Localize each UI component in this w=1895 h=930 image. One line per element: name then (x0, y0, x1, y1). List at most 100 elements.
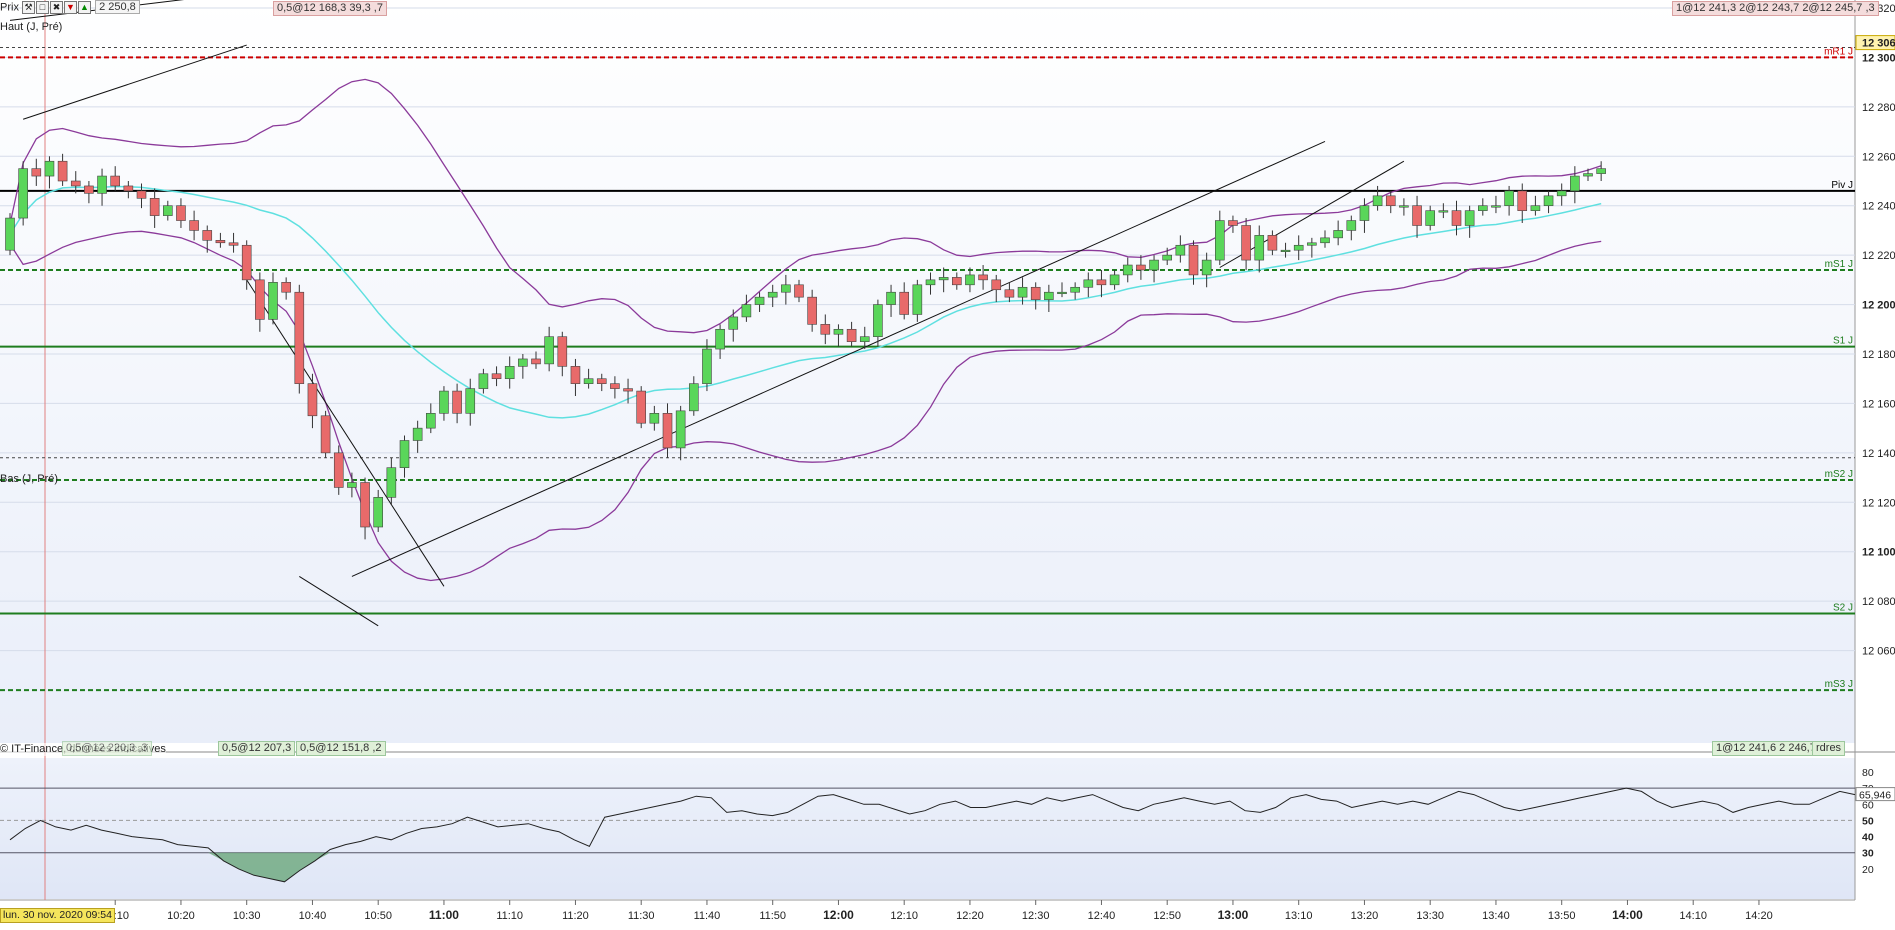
price-tick-label: 12 140 (1862, 448, 1895, 460)
price-tick-label: 12 280 (1862, 102, 1895, 114)
candle-body (1215, 220, 1225, 261)
candle-body (1201, 259, 1212, 276)
moving-average-line (9, 185, 1602, 419)
time-tick-label: 13:40 (1482, 910, 1510, 922)
bottom-right-word: rdres (1812, 741, 1846, 756)
time-tick-label: 12:50 (1153, 910, 1181, 922)
time-tick-label: 13:30 (1416, 910, 1444, 922)
candle-body (623, 388, 633, 392)
candle-body (899, 291, 910, 315)
candle-body (1517, 190, 1528, 211)
candle-body (1122, 264, 1133, 276)
time-tick-label: 12:00 (823, 908, 854, 922)
candle-body (938, 277, 949, 281)
candle-body (57, 160, 68, 182)
top-left-order-tag: 0,5@12 168,3 39,3 ,7 (273, 1, 387, 16)
candle-body (1241, 225, 1251, 261)
candle-body (228, 242, 239, 246)
candle-body (84, 185, 94, 194)
level-label: S2 J (1833, 603, 1853, 614)
arrow-up-icon[interactable]: ▲ (78, 1, 92, 14)
candle-body (610, 383, 620, 389)
date-tag: lun. 30 nov. 2020 09:54 (0, 908, 115, 923)
candle-body (1017, 286, 1028, 298)
candle-body (1425, 210, 1435, 226)
candle-body (491, 373, 502, 380)
candle-body (820, 324, 831, 335)
candle-body (1109, 274, 1120, 286)
candle-body (18, 168, 28, 219)
candle-body (1399, 205, 1409, 208)
price-tick-label: 12 260 (1862, 151, 1895, 163)
time-tick-label: 12:30 (1022, 910, 1050, 922)
candle-body (1162, 254, 1172, 261)
level-label: mS2 J (1825, 469, 1853, 480)
candle-body (1004, 289, 1015, 298)
candle-body (268, 282, 278, 320)
candle-body (1359, 205, 1370, 221)
candle-body (754, 296, 765, 305)
candle-body (1438, 210, 1449, 213)
candle-body (649, 413, 660, 424)
candle-body (294, 291, 305, 384)
price-tick-label: 12 240 (1862, 201, 1895, 213)
candle-body (1570, 175, 1580, 192)
candle-body (544, 336, 554, 365)
price-tick-label: 12 300 (1862, 52, 1895, 64)
candle-body (465, 388, 476, 414)
candle-body (70, 180, 81, 187)
candle-body (1030, 286, 1041, 300)
rsi-tick-label: 60 (1862, 799, 1874, 811)
trend-line (299, 576, 379, 627)
candle-body (1543, 195, 1554, 207)
main-plot-background (0, 0, 1855, 743)
candle-body (241, 244, 252, 281)
time-tick-label: 11:20 (562, 910, 589, 922)
candle-body (425, 413, 436, 429)
rsi-tick-label: 20 (1862, 864, 1874, 876)
time-tick-label: 11:30 (628, 910, 655, 922)
candle-body (1228, 220, 1238, 226)
rsi-last-value-box (1855, 787, 1895, 802)
candle-body (1478, 205, 1488, 211)
candle-body (570, 366, 581, 384)
candle-body (794, 284, 804, 298)
window-icon[interactable]: □ (36, 1, 50, 14)
candle-body (360, 482, 370, 528)
candle-body (399, 440, 410, 468)
rsi-line (9, 787, 1856, 883)
time-tick-label: 13:10 (1285, 910, 1313, 922)
trend-line (351, 141, 1326, 577)
candle-body (1346, 220, 1357, 231)
candle-body (636, 390, 647, 424)
close-icon[interactable]: ✖ (50, 1, 64, 14)
candle-body (5, 217, 15, 251)
rsi-tick-label: 80 (1862, 767, 1874, 779)
price-tick-label: 12 080 (1862, 596, 1895, 608)
candle-body (1070, 286, 1080, 293)
time-tick-label: 11:00 (429, 908, 459, 922)
candle-body (412, 427, 423, 441)
rsi-tick-label: 40 (1862, 832, 1874, 844)
candle-body (281, 282, 291, 293)
candle-body (1504, 190, 1514, 207)
candle-body (833, 328, 844, 335)
wrench-icon[interactable]: ⚒ (22, 1, 36, 14)
candle-body (1583, 173, 1593, 177)
candle-body (1307, 242, 1317, 246)
rsi-panel (0, 787, 1856, 883)
candle-body (781, 284, 791, 293)
candle-body (439, 390, 449, 414)
bollinger-upper-band (9, 78, 1602, 334)
candle-body (97, 175, 107, 194)
arrow-down-icon[interactable]: ▼ (64, 1, 78, 14)
price-tick-label: 12 060 (1862, 646, 1895, 658)
rsi-tick-label: 50 (1862, 815, 1874, 827)
candle-body (452, 390, 462, 414)
candle-body (320, 415, 331, 454)
candle-body (1267, 235, 1278, 251)
candle-body (1175, 244, 1186, 256)
time-tick-label: 12:40 (1088, 910, 1116, 922)
